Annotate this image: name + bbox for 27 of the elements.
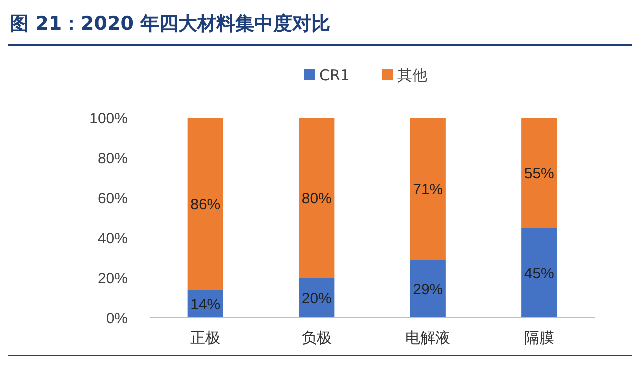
y-tick-label: 80% xyxy=(98,150,128,168)
data-label: 14% xyxy=(190,296,221,314)
x-tick-label: 隔膜 xyxy=(524,329,554,347)
x-tick-label: 电解液 xyxy=(406,329,451,347)
data-label: 45% xyxy=(524,265,554,282)
x-tick-label: 负极 xyxy=(302,329,332,347)
y-tick-label: 20% xyxy=(98,270,128,288)
bar xyxy=(522,118,558,228)
legend-label: 其他 xyxy=(398,66,428,84)
bar xyxy=(410,118,446,260)
bar xyxy=(188,118,224,290)
bar xyxy=(410,260,446,318)
y-tick-label: 0% xyxy=(106,310,128,328)
legend-label: CR1 xyxy=(320,66,350,84)
y-tick-label: 40% xyxy=(98,230,128,248)
data-label: 71% xyxy=(413,181,444,198)
data-label: 29% xyxy=(413,281,444,298)
bar xyxy=(522,228,558,318)
data-label: 55% xyxy=(524,165,554,182)
data-label: 80% xyxy=(302,190,332,208)
data-label: 20% xyxy=(302,290,332,308)
chart-title: 图 21：2020 年四大材料集中度对比 xyxy=(10,13,331,35)
bar xyxy=(299,118,335,278)
x-tick-label: 正极 xyxy=(190,329,221,347)
y-tick-label: 60% xyxy=(98,190,128,208)
data-label: 86% xyxy=(190,196,221,214)
y-tick-label: 100% xyxy=(90,110,128,128)
